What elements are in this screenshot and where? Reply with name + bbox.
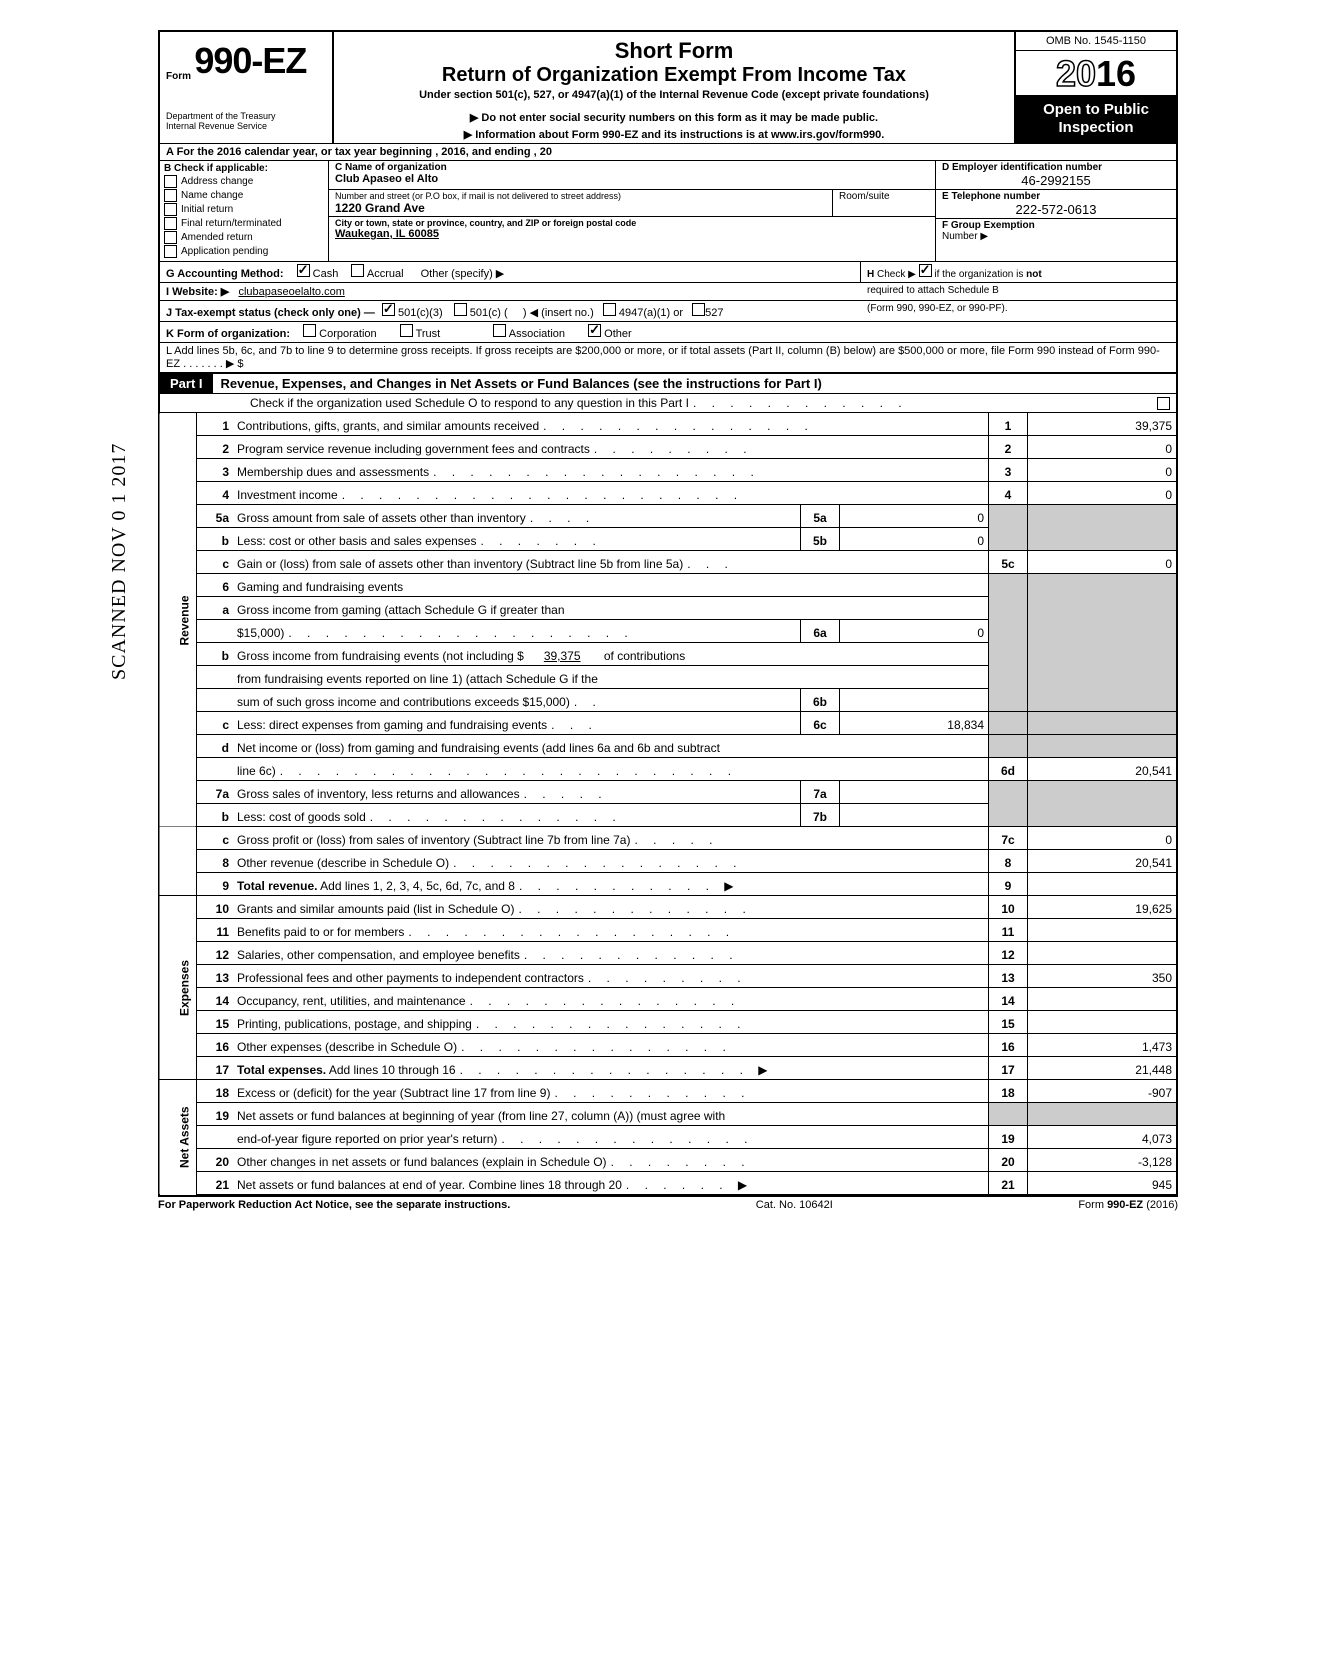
- amt-1: 39,375: [1028, 413, 1178, 436]
- scanned-stamp: SCANNED NOV 0 1 2017: [108, 443, 131, 680]
- chk-other-org[interactable]: [588, 324, 601, 337]
- amt-7b: [840, 804, 989, 827]
- row-a-tax-year: A For the 2016 calendar year, or tax yea…: [158, 143, 1178, 161]
- b-label: B Check if applicable:: [164, 163, 324, 174]
- amt-4: 0: [1028, 482, 1178, 505]
- amt-2: 0: [1028, 436, 1178, 459]
- room-suite-label: Room/suite: [833, 190, 935, 216]
- side-revenue: Revenue: [159, 413, 197, 827]
- chk-527[interactable]: [692, 303, 705, 316]
- chk-cash[interactable]: [297, 264, 310, 277]
- website: clubapaseoelalto.com: [238, 286, 344, 298]
- side-net-assets: Net Assets: [159, 1080, 197, 1195]
- amt-16: 1,473: [1028, 1034, 1178, 1057]
- chk-501c3[interactable]: [382, 303, 395, 316]
- amt-12: [1028, 942, 1178, 965]
- amt-6b: [840, 689, 989, 712]
- part1-table: Revenue 1 Contributions, gifts, grants, …: [158, 413, 1178, 1195]
- chk-application-pending[interactable]: [164, 245, 177, 258]
- chk-initial-return[interactable]: [164, 203, 177, 216]
- chk-schedule-o[interactable]: [1157, 397, 1170, 410]
- f-label: F Group Exemption: [942, 220, 1170, 231]
- info-link: ▶ Information about Form 990-EZ and its …: [340, 128, 1008, 141]
- omb-number: OMB No. 1545-1150: [1016, 32, 1176, 51]
- part-1-header: Part I Revenue, Expenses, and Changes in…: [158, 374, 1178, 394]
- chk-accrual[interactable]: [351, 264, 364, 277]
- amt-6c: 18,834: [840, 712, 989, 735]
- schedule-o-check: Check if the organization used Schedule …: [158, 394, 1178, 413]
- entity-block: B Check if applicable: Address change Na…: [158, 161, 1178, 262]
- amt-3: 0: [1028, 459, 1178, 482]
- d-label: D Employer identification number: [942, 162, 1170, 173]
- city-label: City or town, state or province, country…: [335, 218, 929, 228]
- amt-5a: 0: [840, 505, 989, 528]
- city-state-zip: Waukegan, IL 60085: [335, 228, 929, 240]
- amt-6d: 20,541: [1028, 758, 1178, 781]
- row-g-h: G Accounting Method: Cash Accrual Other …: [158, 262, 1178, 283]
- amt-5b: 0: [840, 528, 989, 551]
- addr-label: Number and street (or P.O box, if mail i…: [335, 191, 826, 201]
- dept-treasury: Department of the Treasury Internal Reve…: [166, 112, 326, 132]
- footer: For Paperwork Reduction Act Notice, see …: [158, 1195, 1178, 1211]
- amt-18: -907: [1028, 1080, 1178, 1103]
- street-address: 1220 Grand Ave: [335, 201, 826, 215]
- amt-10: 19,625: [1028, 896, 1178, 919]
- amt-7c: 0: [1028, 827, 1178, 850]
- org-name: Club Apaseo el Alto: [335, 173, 929, 185]
- amt-14: [1028, 988, 1178, 1011]
- amt-17: 21,448: [1028, 1057, 1178, 1080]
- c-label: C Name of organization: [335, 162, 929, 173]
- chk-address-change[interactable]: [164, 175, 177, 188]
- contrib-amt: 39,375: [524, 649, 601, 663]
- open-to-public: Open to Public Inspection: [1016, 95, 1176, 143]
- chk-501c[interactable]: [454, 303, 467, 316]
- form-number: Form 990-EZ: [166, 40, 326, 82]
- chk-association[interactable]: [493, 324, 506, 337]
- row-i: I Website: ▶ clubapaseoelalto.com requir…: [158, 283, 1178, 301]
- amt-6a: 0: [840, 620, 989, 643]
- chk-corporation[interactable]: [303, 324, 316, 337]
- amt-21: 945: [1028, 1172, 1178, 1195]
- row-l: L Add lines 5b, 6c, and 7b to line 9 to …: [158, 343, 1178, 374]
- chk-amended-return[interactable]: [164, 231, 177, 244]
- amt-13: 350: [1028, 965, 1178, 988]
- amt-7a: [840, 781, 989, 804]
- ssn-notice: ▶ Do not enter social security numbers o…: [340, 111, 1008, 124]
- h-text: H Check ▶ if the organization is not: [860, 262, 1176, 282]
- phone: 222-572-0613: [942, 202, 1170, 217]
- chk-final-return[interactable]: [164, 217, 177, 230]
- chk-trust[interactable]: [400, 324, 413, 337]
- title-short-form: Short Form: [340, 38, 1008, 64]
- chk-h[interactable]: [919, 264, 932, 277]
- side-expenses: Expenses: [159, 896, 197, 1080]
- chk-name-change[interactable]: [164, 189, 177, 202]
- amt-9: [1028, 873, 1178, 896]
- chk-4947[interactable]: [603, 303, 616, 316]
- row-j: J Tax-exempt status (check only one) — 5…: [158, 301, 1178, 322]
- f-label-2: Number ▶: [942, 231, 1170, 242]
- amt-19: 4,073: [1028, 1126, 1178, 1149]
- amt-8: 20,541: [1028, 850, 1178, 873]
- row-k: K Form of organization: Corporation Trus…: [158, 322, 1178, 343]
- subtitle: Under section 501(c), 527, or 4947(a)(1)…: [340, 89, 1008, 101]
- tax-year: 2016: [1016, 51, 1176, 95]
- title-return: Return of Organization Exempt From Incom…: [340, 64, 1008, 87]
- e-label: E Telephone number: [942, 191, 1170, 202]
- amt-11: [1028, 919, 1178, 942]
- form-header: Form 990-EZ Department of the Treasury I…: [158, 30, 1178, 143]
- amt-20: -3,128: [1028, 1149, 1178, 1172]
- amt-15: [1028, 1011, 1178, 1034]
- amt-5c: 0: [1028, 551, 1178, 574]
- ein: 46-2992155: [942, 173, 1170, 188]
